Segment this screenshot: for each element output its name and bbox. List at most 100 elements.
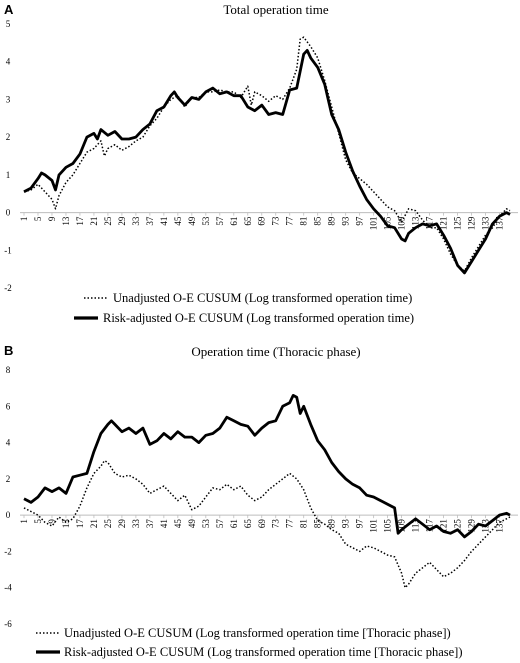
panel-b-series-risk-adjusted-line (23, 394, 511, 539)
panel-b-xtick-label: 101 (369, 519, 379, 533)
panel-b-ytick-label: -4 (4, 583, 12, 593)
panel-b-xtick-label: 65 (243, 519, 253, 529)
panel-b-ytick-label: 0 (6, 510, 11, 520)
panel-a-xtick-label: 89 (327, 216, 337, 226)
panel-b-xtick-label: 29 (117, 519, 127, 529)
panel-b-ytick-label: -2 (4, 546, 12, 556)
panel-b-xtick-label: 125 (453, 519, 463, 533)
panel-a-xtick-label: 77 (285, 216, 295, 226)
panel-a-xtick-label: 125 (453, 216, 463, 230)
panel-a-legend: Unadjusted O-E CUSUM (Log transformed op… (74, 291, 414, 325)
panel-b-xtick-label: 129 (467, 519, 477, 533)
panel-a-xtick-label: 5 (33, 216, 43, 221)
legend-a-risk-adjusted-label: Risk-adjusted O-E CUSUM (Log transformed… (103, 311, 414, 325)
panel-b-xtick-label: 109 (397, 519, 407, 533)
panel-b-xtick-label: 81 (299, 519, 309, 528)
panel-a-xtick-label: 85 (313, 216, 323, 226)
panel-b-xtick-label: 69 (257, 519, 267, 529)
panel-a-xtick-label: 13 (61, 216, 71, 226)
panel-b-series-unadjusted-line (23, 459, 511, 589)
panel-b-ytick-label: 6 (6, 401, 11, 411)
panel-a-xtick-label: 93 (341, 216, 351, 226)
panel-b-title: Operation time (Thoracic phase) (191, 344, 360, 359)
panel-b-xtick-label: 61 (229, 519, 239, 528)
panel-a-xtick-label: 117 (425, 216, 435, 230)
panel-b-xtick-label: 25 (103, 519, 113, 529)
panel-b-letter: B (4, 343, 13, 358)
panel-b-xtick-label: 105 (383, 519, 393, 533)
panel-b-xtick-label: 17 (75, 519, 85, 529)
panel-a-xtick-label: 1 (19, 217, 29, 222)
panel-b-xtick-label: 89 (327, 519, 337, 529)
panel-a-xtick-label: 101 (369, 217, 379, 231)
panel-a-xtick-label: 137 (495, 216, 505, 230)
panel-a-xtick-label: 113 (411, 216, 421, 230)
panel-a-ytick-label: 3 (6, 94, 11, 104)
panel-a-ytick-label: 0 (6, 208, 11, 218)
panel-a-xtick-label: 57 (215, 216, 225, 226)
panel-b-xtick-label: 121 (439, 519, 449, 533)
panel-b-xtick-label: 77 (285, 519, 295, 529)
panel-a-xtick-label: 17 (75, 216, 85, 226)
panel-b-ytick-label: 4 (6, 438, 11, 448)
panel-a-xtick-label: 81 (299, 217, 309, 226)
panel-b-xtick-label: 85 (313, 519, 323, 529)
panel-a-ytick-label: 2 (6, 132, 11, 142)
panel-b-xtick-label: 21 (89, 519, 99, 528)
panel-b-xtick-label: 97 (355, 519, 365, 529)
panel-a-xtick-label: 121 (439, 217, 449, 231)
panel-a-xtick-label: 29 (117, 216, 127, 226)
panel-a-ytick-label: 5 (6, 19, 11, 29)
panel-b-xtick-label: 33 (131, 519, 141, 529)
panel-b-xtick-label: 57 (215, 519, 225, 529)
panel-a-xtick-label: 25 (103, 216, 113, 226)
panel-b-xtick-label: 49 (187, 519, 197, 529)
panel-a-xtick-label: 129 (467, 216, 477, 230)
panel-b-xtick-label: 113 (411, 519, 421, 533)
panel-a-xtick-label: 65 (243, 216, 253, 226)
panel-a-xtick-label: 73 (271, 216, 281, 226)
panel-b-ytick-label: 8 (6, 365, 11, 375)
panel-b-xtick-label: 73 (271, 519, 281, 529)
panel-b-xtick-label: 13 (61, 519, 71, 529)
panel-b-xtick-label: 37 (145, 519, 155, 529)
panel-a-xtick-label: 33 (131, 216, 141, 226)
panel-b-xtick-label: 117 (425, 519, 435, 533)
panel-a-xtick-label: 109 (397, 216, 407, 230)
panel-a-xtick-label: 69 (257, 216, 267, 226)
panel-b-xtick-label: 41 (159, 519, 169, 528)
panel-a-xtick-label: 49 (187, 216, 197, 226)
panel-a-ytick-label: -1 (4, 245, 12, 255)
panel-a-ytick-label: -2 (4, 283, 12, 293)
panel-b-xtick-label: 5 (33, 519, 43, 524)
panel-a-xtick-label: 45 (173, 216, 183, 226)
panel-a-xtick-label: 37 (145, 216, 155, 226)
legend-b-unadjusted-label: Unadjusted O-E CUSUM (Log transformed op… (64, 626, 451, 640)
panel-b-xtick-label: 53 (201, 519, 211, 529)
panel-b-legend: Unadjusted O-E CUSUM (Log transformed op… (36, 626, 463, 659)
panel-a-xtick-label: 133 (481, 216, 491, 230)
panel-b-xtick-label: 9 (47, 519, 57, 524)
panel-a-xtick-label: 53 (201, 216, 211, 226)
panel-a-xtick-label: 105 (383, 216, 393, 230)
panel-a-ytick-label: 4 (6, 57, 11, 67)
panel-a-xtick-label: 9 (47, 216, 57, 221)
panel-a-xtick-label: 97 (355, 216, 365, 226)
legend-a-unadjusted-label: Unadjusted O-E CUSUM (Log transformed op… (113, 291, 412, 305)
panel-b-xtick-label: 1 (19, 519, 29, 524)
panel-b-xtick-label: 93 (341, 519, 351, 529)
panel-a-title: Total operation time (223, 2, 328, 17)
panel-a-xtick-label: 61 (229, 217, 239, 226)
panel-a-letter: A (4, 2, 14, 17)
panel-b-xtick-label: 45 (173, 519, 183, 529)
panel-b-ytick-label: -6 (4, 619, 12, 629)
panel-a-series-risk-adjusted-line (23, 49, 511, 275)
panel-b-ytick-label: 2 (6, 474, 11, 484)
panel-a-series-unadjusted-line (23, 36, 511, 272)
panel-b-xtick-label: 137 (495, 519, 505, 533)
panel-a-xtick-label: 41 (159, 217, 169, 226)
panel-a-xtick-label: 21 (89, 217, 99, 226)
